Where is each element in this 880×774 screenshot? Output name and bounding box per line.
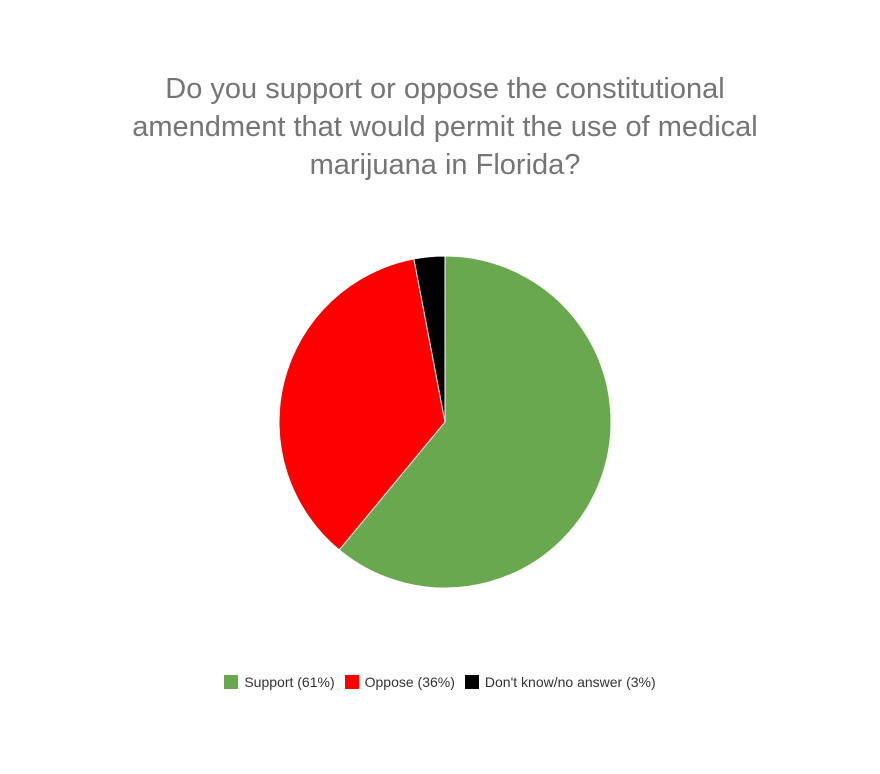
legend-swatch-support: [224, 675, 239, 689]
chart-title-line-2: amendment that would permit the use of m…: [132, 111, 758, 143]
legend-swatch-oppose: [344, 675, 359, 689]
legend: Support (61%) Oppose (36%) Don't know/no…: [0, 674, 880, 690]
chart-title: Do you support or oppose the constitutio…: [80, 70, 810, 184]
legend-label-oppose: Oppose (36%): [364, 674, 455, 690]
legend-label-support: Support (61%): [244, 674, 335, 690]
pie-slice-dont-know: [413, 255, 446, 423]
legend-label-dont-know: Don't know/no answer (3%): [484, 674, 656, 690]
legend-swatch-dont-know: [464, 675, 479, 689]
legend-item-dont-know: Don't know/no answer (3%): [464, 674, 656, 690]
chart-title-line-3: marijuana in Florida?: [309, 149, 581, 181]
pie-slice-support: [338, 255, 612, 589]
pie-slice-oppose: [278, 258, 446, 551]
legend-item-oppose: Oppose (36%): [344, 674, 455, 690]
legend-item-support: Support (61%): [224, 674, 335, 690]
chart-title-line-1: Do you support or oppose the constitutio…: [165, 73, 725, 105]
